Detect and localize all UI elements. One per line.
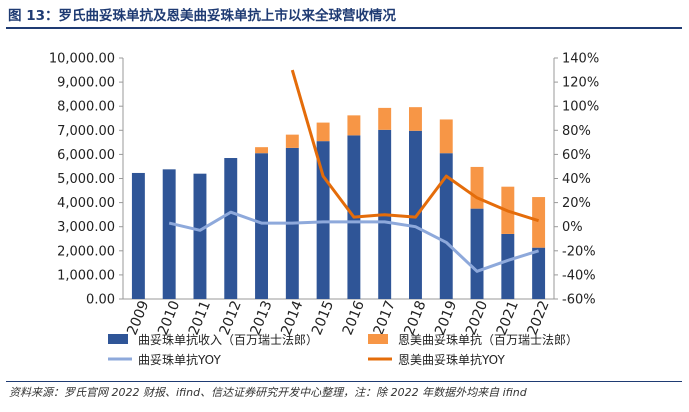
x-tick-label: 2009 <box>124 298 152 337</box>
legend-trastuzumab-revenue-label: 曲妥珠单抗收入（百万瑞士法郎） <box>138 332 318 347</box>
y-left-tick-label: 2,000.00 <box>57 244 115 259</box>
x-tick-label: 2015 <box>309 298 337 337</box>
bar-trastuzumab-2012 <box>224 158 238 299</box>
bar-trastuzumab-2022 <box>532 247 546 299</box>
y-right-tick-label: 40% <box>562 172 591 187</box>
bar-kadcyla-2020 <box>470 166 484 209</box>
bar-kadcyla-2015 <box>316 122 330 142</box>
x-tick-label: 2020 <box>463 298 491 337</box>
y-left-tick-label: 7,000.00 <box>57 124 115 139</box>
x-tick-label: 2011 <box>186 298 214 337</box>
x-tick-label: 2016 <box>340 298 368 337</box>
bar-trastuzumab-2019 <box>439 153 453 299</box>
bar-trastuzumab-2009 <box>131 172 145 299</box>
y-left-tick-label: 5,000.00 <box>57 172 115 187</box>
source-rule <box>6 381 682 382</box>
bar-kadcyla-2016 <box>347 115 361 136</box>
legend-kadcyla-revenue-swatch <box>368 334 388 344</box>
chart: 0.00 1,000.00 2,000.00 3,000.00 4,000.00 5,00… <box>49 52 599 368</box>
y-left-tick-label: 4,000.00 <box>57 196 115 211</box>
bar-kadcyla-2018 <box>408 107 422 131</box>
x-tick-label: 2010 <box>155 298 183 337</box>
y-left-tick-label: 3,000.00 <box>57 220 115 235</box>
y-left-tick-label: 9,000.00 <box>57 76 115 91</box>
x-tick-label: 2017 <box>371 298 399 337</box>
bar-trastuzumab-2013 <box>255 153 269 299</box>
bar-kadcyla-2022 <box>532 197 546 248</box>
bar-kadcyla-2013 <box>255 147 269 154</box>
y-right-tick-label: 100% <box>562 100 599 115</box>
y-left-tick-label: 6,000.00 <box>57 148 115 163</box>
y-right-tick-label: -60% <box>562 293 596 308</box>
bar-kadcyla-2017 <box>378 107 392 130</box>
legend-trastuzumab-revenue-swatch <box>108 334 128 344</box>
line-trastuzumab-yoy <box>168 210 540 273</box>
y-right-tick-label: -20% <box>562 244 596 259</box>
y-right-tick-label: -40% <box>562 268 596 283</box>
y-right-tick-label: 120% <box>562 76 599 91</box>
legend-kadcyla-revenue-label: 恩美曲妥珠单抗（百万瑞士法郎） <box>398 332 578 347</box>
x-tick-label: 2014 <box>278 298 306 337</box>
y-right-tick-label: 80% <box>562 124 591 139</box>
title-rule <box>6 27 682 29</box>
bar-trastuzumab-2021 <box>501 233 515 299</box>
y-right-tick-label: 60% <box>562 148 591 163</box>
figure-source: 资料来源：罗氏官网 2022 财报、ifind、信达证券研究开发中心整理，注：除… <box>9 386 527 399</box>
legend-kadcyla-yoy-label: 恩美曲妥珠单抗YOY <box>398 352 505 367</box>
bar-trastuzumab-2020 <box>470 208 484 299</box>
y-right-tick-label: 0% <box>562 220 583 235</box>
x-tick-label: 2018 <box>401 298 429 337</box>
bar-kadcyla-2014 <box>285 134 299 148</box>
y-left-tick-label: 8,000.00 <box>57 100 115 115</box>
x-tick-label: 2013 <box>247 298 275 337</box>
x-tick-label: 2021 <box>494 298 522 337</box>
line-kadcyla-yoy <box>290 69 540 223</box>
x-tick-label: 2019 <box>432 298 460 337</box>
x-tick-label: 2012 <box>217 298 245 337</box>
y-right-tick-label: 20% <box>562 196 591 211</box>
figure-title: 图 13：罗氏曲妥珠单抗及恩美曲妥珠单抗上市以来全球营收情况 <box>8 8 396 24</box>
y-left-tick-label: 1,000.00 <box>57 268 115 283</box>
bar-trastuzumab-2011 <box>193 173 207 299</box>
y-left-tick-label: 10,000.00 <box>49 52 115 67</box>
y-left-tick-label: 0.00 <box>86 293 115 308</box>
y-right-tick-label: 140% <box>562 52 599 67</box>
x-tick-label: 2022 <box>525 298 553 337</box>
legend-trastuzumab-yoy-label: 曲妥珠单抗YOY <box>138 352 221 367</box>
bar-trastuzumab-2010 <box>162 169 176 299</box>
bar-kadcyla-2019 <box>439 119 453 154</box>
